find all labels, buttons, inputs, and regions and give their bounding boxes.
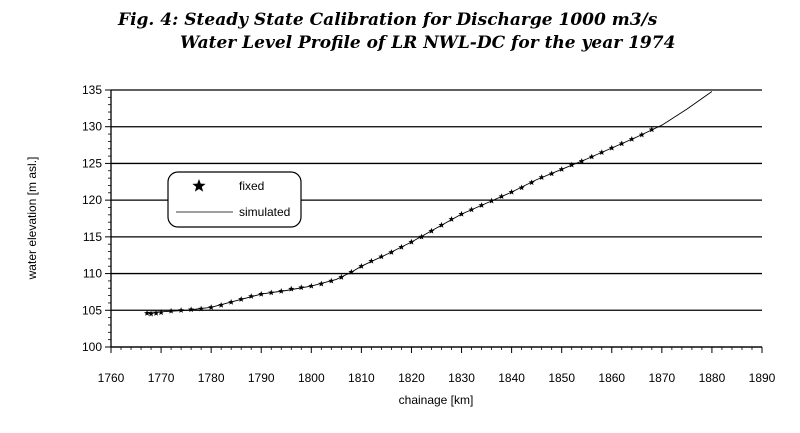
fixed-point	[278, 287, 285, 294]
fixed-point	[498, 193, 505, 200]
fixed-point	[198, 305, 205, 312]
fixed-point	[558, 166, 565, 172]
y-tick-label: 130	[82, 120, 102, 134]
fixed-point	[388, 249, 395, 255]
fixed-point	[358, 263, 365, 269]
fixed-point	[528, 179, 535, 186]
legend-label-fixed: fixed	[239, 179, 264, 193]
fixed-point	[298, 284, 305, 291]
legend: fixed simulated	[167, 171, 302, 228]
x-tick-label: 1790	[248, 371, 275, 385]
x-tick-label: 1870	[648, 371, 675, 385]
fixed-point	[348, 268, 355, 275]
fixed-point	[478, 202, 485, 208]
y-axis-ticks: 100 105 110 115 120 125 130 135	[82, 83, 111, 354]
y-tick-label: 125	[82, 156, 102, 170]
x-tick-label: 1840	[498, 371, 525, 385]
fixed-point	[408, 238, 415, 245]
fixed-point	[288, 285, 295, 292]
x-tick-label: 1830	[448, 371, 475, 385]
fixed-point	[448, 216, 455, 222]
fixed-point	[418, 233, 425, 240]
legend-label-simulated: simulated	[239, 205, 290, 219]
fixed-point	[588, 153, 595, 160]
fixed-point	[328, 277, 335, 284]
fixed-point	[648, 126, 655, 133]
x-axis-label: chainage [km]	[399, 393, 474, 407]
fixed-point	[578, 158, 585, 164]
fixed-point	[178, 307, 185, 313]
fixed-point	[218, 301, 225, 308]
fixed-point	[158, 309, 165, 316]
fixed-point	[568, 161, 575, 168]
fixed-point	[338, 274, 345, 280]
fixed-point	[268, 289, 275, 296]
fixed-series	[144, 126, 655, 317]
fixed-point	[398, 243, 405, 250]
fixed-point	[508, 188, 515, 195]
y-tick-label: 110	[83, 267, 102, 281]
fixed-point	[308, 282, 315, 289]
y-axis-label: water elevation [m asl.]	[25, 157, 39, 281]
fixed-point	[378, 253, 385, 260]
chart-subtitle: Water Level Profile of LR NWL-DC for the…	[180, 33, 676, 53]
x-tick-label: 1800	[298, 371, 325, 385]
fixed-point	[148, 310, 155, 317]
fixed-point	[153, 310, 160, 316]
fixed-point	[428, 227, 435, 234]
fixed-point	[188, 306, 195, 313]
fixed-point	[608, 144, 615, 151]
fixed-point	[438, 221, 445, 228]
fixed-point	[168, 307, 175, 314]
fixed-point	[598, 149, 605, 155]
fixed-point	[548, 170, 555, 177]
axes	[110, 90, 762, 348]
fixed-point	[538, 174, 545, 180]
y-tick-label: 120	[82, 193, 102, 207]
fixed-point	[468, 206, 475, 213]
x-axis-ticks: 1760 1770 1780 1790 1800 1810 1820 1830 1840 1850…	[98, 347, 776, 385]
fixed-point	[238, 296, 245, 302]
y-tick-label: 135	[82, 83, 102, 97]
legend-star-marker	[192, 179, 206, 192]
y-tick-label: 115	[83, 230, 102, 244]
fixed-point	[248, 293, 255, 299]
x-tick-label: 1850	[548, 371, 575, 385]
chart-title: Fig. 4: Steady State Calibration for Dis…	[118, 10, 658, 30]
fixed-point	[258, 290, 265, 297]
fixed-point	[228, 299, 235, 305]
x-tick-label: 1890	[749, 371, 776, 385]
fixed-point	[638, 131, 645, 138]
y-tick-label: 105	[82, 303, 102, 317]
fixed-point	[628, 136, 635, 142]
x-tick-label: 1810	[348, 371, 375, 385]
fixed-point	[518, 184, 525, 191]
x-tick-label: 1760	[98, 371, 125, 385]
fixed-point	[208, 304, 215, 310]
x-tick-label: 1770	[148, 371, 175, 385]
fixed-point	[618, 140, 625, 147]
fixed-point	[144, 310, 151, 316]
fixed-point	[368, 257, 375, 264]
x-tick-label: 1880	[699, 371, 726, 385]
star-icon	[192, 179, 206, 192]
fixed-point	[458, 210, 465, 217]
fixed-point	[488, 197, 495, 204]
y-tick-label: 100	[82, 340, 102, 354]
fixed-point	[318, 280, 325, 287]
x-tick-label: 1820	[398, 371, 425, 385]
x-tick-label: 1780	[198, 371, 225, 385]
x-tick-label: 1860	[598, 371, 625, 385]
